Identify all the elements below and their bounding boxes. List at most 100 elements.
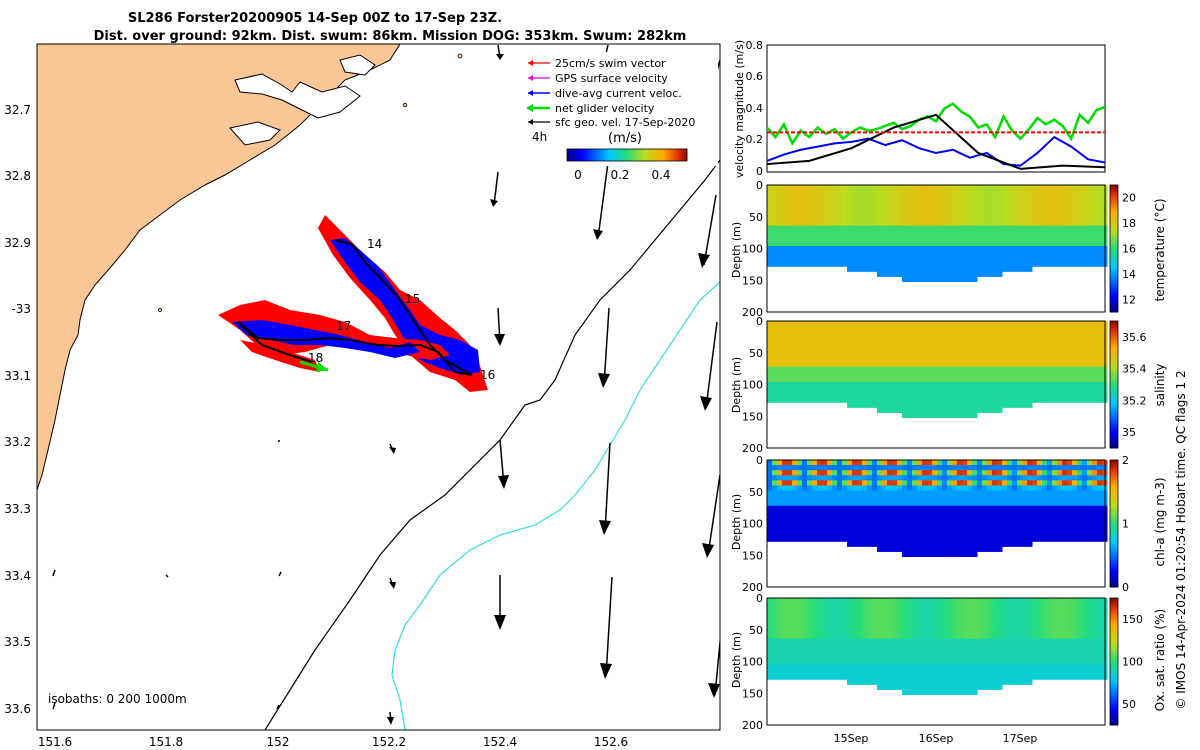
section-cell [777,371,783,378]
section-cell [1007,520,1013,527]
section-cell [852,200,858,206]
section-cell [1067,628,1073,635]
section-cell [1002,402,1008,408]
section-cell [882,215,888,222]
section-cell [862,643,868,650]
section-cell [1047,653,1053,660]
section-cell [1007,190,1013,196]
section-cell [817,485,823,491]
section-cell [917,220,923,227]
section-cell [777,251,783,257]
section-cell [1087,261,1093,267]
section-cell [1097,185,1103,191]
section-cell [897,495,903,502]
section-cell [1002,321,1008,327]
section-cell [902,376,908,383]
section-cell [972,623,978,629]
section-cell [927,623,933,629]
section-cell [787,185,793,191]
section-cell [847,653,853,660]
section-cell [797,480,803,486]
section-cell [927,603,933,609]
section-cell [852,470,858,476]
section-cell [922,215,928,222]
section-cell [842,336,848,342]
section-cell [1037,392,1043,398]
section-cell [997,465,1003,471]
section-cell [807,515,813,522]
section-cell [967,256,973,262]
section-cell [1057,200,1063,206]
section-cell [832,623,838,629]
section-cell [772,245,778,252]
section-cell [1092,205,1098,211]
section-cell [877,266,883,272]
section-cell [1057,351,1063,358]
section-cell [962,185,968,191]
section-cell [922,628,928,635]
section-cell [1097,397,1103,403]
section-cell [1097,490,1103,497]
section-cell [997,356,1003,363]
section-cell [792,633,798,640]
section-cell [1012,603,1018,609]
section-cell [922,240,928,247]
section-cell [1047,658,1053,665]
section-cell [842,500,848,507]
section-cell [897,210,903,216]
depth-tick: 0 [756,315,763,328]
section-cell [792,230,798,237]
section-cell [812,240,818,247]
section-cell [1067,346,1073,352]
section-cell [1057,195,1063,201]
section-cell [1002,210,1008,216]
section-cell [1002,235,1008,242]
section-cell [842,643,848,650]
section-cell [967,623,973,629]
section-cell [1042,376,1048,383]
section-cell [1057,356,1063,363]
section-cell [997,485,1003,491]
section-cell [957,266,963,272]
section-cell [1032,485,1038,491]
section-cell [802,495,808,502]
section-cell [947,321,953,327]
section-cell [1087,633,1093,640]
section-cell [1032,326,1038,332]
section-cell [767,397,773,403]
section-cell [787,321,793,327]
section-cell [892,623,898,629]
section-cell [772,460,778,466]
section-cell [932,679,938,685]
section-cell [817,628,823,635]
section-cell [872,235,878,242]
section-cell [1047,376,1053,383]
section-cell [817,225,823,232]
section-cell [1032,475,1038,481]
section-cell [962,633,968,640]
section-cell [912,351,918,358]
section-cell [942,643,948,650]
section-cell [862,623,868,629]
section-cell [972,460,978,466]
section-cell [832,361,838,368]
section-cell [842,485,848,491]
section-cell [1012,341,1018,347]
section-cell [877,190,883,196]
section-cell [872,598,878,604]
section-cell [1027,261,1033,267]
depth-tick: 100 [742,243,763,256]
section-cell [777,664,783,670]
section-cell [767,331,773,337]
section-cell [867,515,873,522]
section-cell [912,225,918,232]
section-cell [792,392,798,398]
section-cell [887,256,893,262]
section-cell [827,392,833,398]
section-cell [777,256,783,262]
section-cell [847,371,853,378]
section-cell [802,351,808,358]
section-cell [772,485,778,491]
section-cell [892,240,898,247]
cbar-tick: 0 [1122,581,1129,594]
